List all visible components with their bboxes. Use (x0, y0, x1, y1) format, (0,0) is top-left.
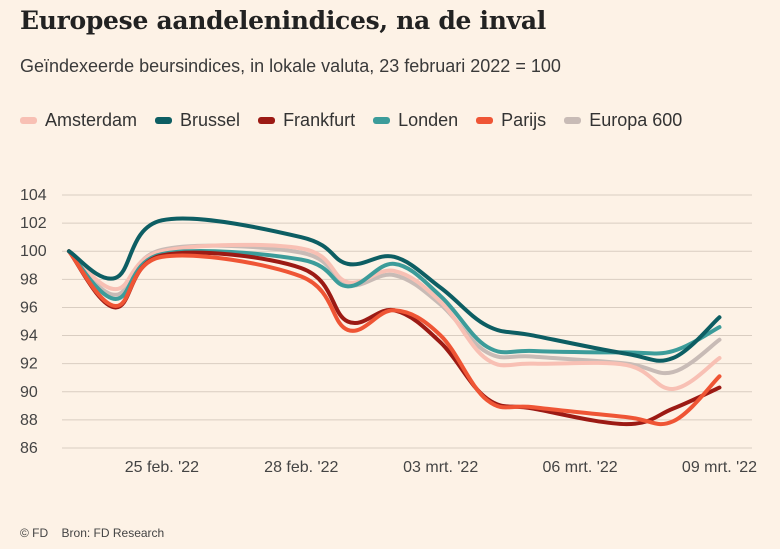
legend-label-frankfurt: Frankfurt (283, 110, 356, 130)
legend-item-londen: Londen (373, 110, 458, 131)
legend-swatch-europa-600 (564, 117, 582, 124)
series-line-parijs (66, 249, 722, 427)
series-line-londen (66, 249, 722, 356)
legend-label-amsterdam: Amsterdam (45, 110, 138, 130)
legend-label-londen: Londen (398, 110, 459, 130)
series-line-brussel (66, 216, 722, 363)
legend-label-brussel: Brussel (180, 110, 241, 130)
x-tick-label-1: 28 feb. '22 (264, 459, 338, 476)
y-tick-label-100: 100 (20, 243, 47, 260)
y-tick-label-104: 104 (20, 187, 47, 204)
y-tick-label-94: 94 (20, 328, 38, 345)
legend-item-europa-600: Europa 600 (564, 110, 682, 131)
legend-label-europa-600: Europa 600 (589, 110, 683, 130)
chart-title: Europese aandelenindices, na de inval (20, 6, 546, 35)
legend-item-amsterdam: Amsterdam (20, 110, 137, 131)
legend-swatch-londen (373, 117, 391, 124)
legend-item-frankfurt: Frankfurt (258, 110, 355, 131)
y-tick-label-98: 98 (20, 271, 38, 288)
legend-item-parijs: Parijs (476, 110, 546, 131)
x-tick-label-0: 25 feb. '22 (125, 459, 199, 476)
y-tick-label-86: 86 (20, 440, 38, 457)
chart-legend: Amsterdam Brussel Frankfurt Londen Parijs Eur… (20, 110, 700, 131)
x-tick-label-3: 06 mrt. '22 (543, 459, 618, 476)
x-tick-label-2: 03 mrt. '22 (403, 459, 478, 476)
legend-swatch-brussel (155, 117, 173, 124)
legend-swatch-frankfurt (258, 117, 276, 124)
legend-label-parijs: Parijs (501, 110, 547, 130)
y-tick-label-90: 90 (20, 384, 38, 401)
copyright-text: © FD (20, 526, 49, 540)
legend-item-brussel: Brussel (155, 110, 240, 131)
y-tick-label-102: 102 (20, 215, 47, 232)
series-line-amsterdam (66, 242, 722, 391)
footer: © FD Bron: FD Research (20, 526, 174, 540)
source-text: Bron: FD Research (61, 526, 165, 540)
y-tick-label-96: 96 (20, 299, 38, 316)
legend-swatch-parijs (476, 117, 494, 124)
legend-swatch-amsterdam (20, 117, 37, 124)
chart-subtitle: Geïndexeerde beursindices, in lokale val… (20, 56, 561, 76)
y-tick-label-92: 92 (20, 356, 38, 373)
y-tick-label-88: 88 (20, 412, 38, 429)
x-tick-label-4: 09 mrt. '22 (682, 459, 757, 476)
